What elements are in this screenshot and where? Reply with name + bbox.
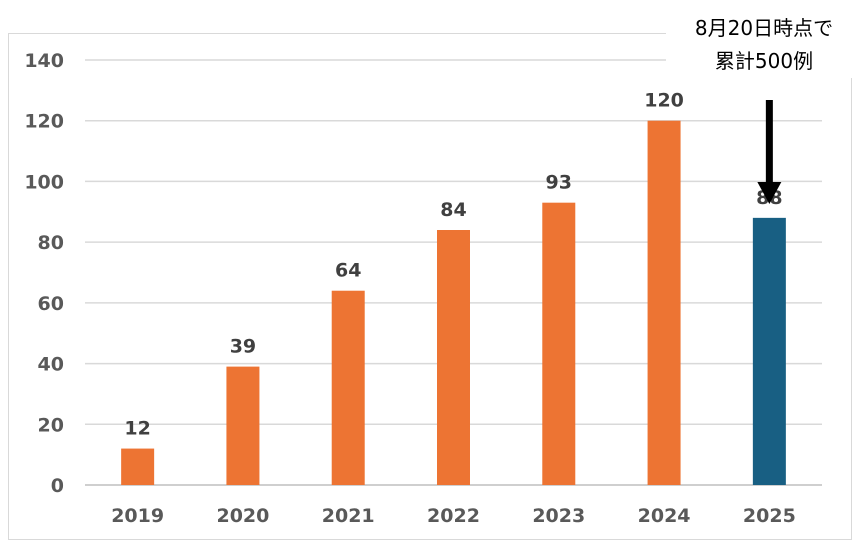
y-tick-label: 20 — [38, 414, 64, 436]
bar — [647, 120, 681, 485]
x-tick-label: 2021 — [322, 505, 375, 527]
x-tick-label: 2020 — [216, 505, 269, 527]
y-tick-label: 60 — [38, 293, 64, 315]
bar — [226, 366, 260, 485]
y-tick-label: 0 — [51, 475, 64, 497]
y-tick-label: 140 — [24, 50, 64, 72]
x-tick-label: 2019 — [111, 505, 164, 527]
data-label: 64 — [335, 260, 361, 282]
annotation-arrow — [757, 100, 782, 204]
data-label: 93 — [546, 172, 572, 194]
annotation-line-2: 累計500例 — [714, 49, 814, 73]
bar — [121, 448, 155, 485]
x-tick-label: 2023 — [532, 505, 585, 527]
data-label: 39 — [230, 336, 256, 358]
x-axis-ticks: 2019 2020 2021 2022 2023 2024 2025 — [111, 505, 796, 527]
bar — [752, 217, 786, 485]
y-tick-label: 80 — [38, 232, 64, 254]
arrow-head — [757, 182, 782, 204]
annotation-callout: 8月20日時点で 累計500例 — [666, 12, 861, 78]
bar — [437, 230, 470, 485]
arrow-shaft — [765, 100, 773, 182]
bar — [331, 290, 365, 485]
data-label: 12 — [124, 418, 150, 440]
data-label: 120 — [644, 90, 684, 112]
y-tick-label: 120 — [24, 111, 64, 133]
data-label: 84 — [440, 199, 466, 221]
y-tick-label: 40 — [38, 354, 64, 376]
annotation-line-1: 8月20日時点で — [694, 16, 834, 40]
bar — [542, 202, 576, 485]
y-tick-label: 100 — [24, 171, 64, 193]
data-labels: 123964849312088 — [124, 90, 782, 440]
bars — [121, 120, 786, 485]
y-axis-ticks: 0 20 40 60 80 100 120 140 — [24, 50, 64, 497]
x-tick-label: 2022 — [427, 505, 480, 527]
x-tick-label: 2025 — [743, 505, 796, 527]
x-tick-label: 2024 — [638, 505, 691, 527]
